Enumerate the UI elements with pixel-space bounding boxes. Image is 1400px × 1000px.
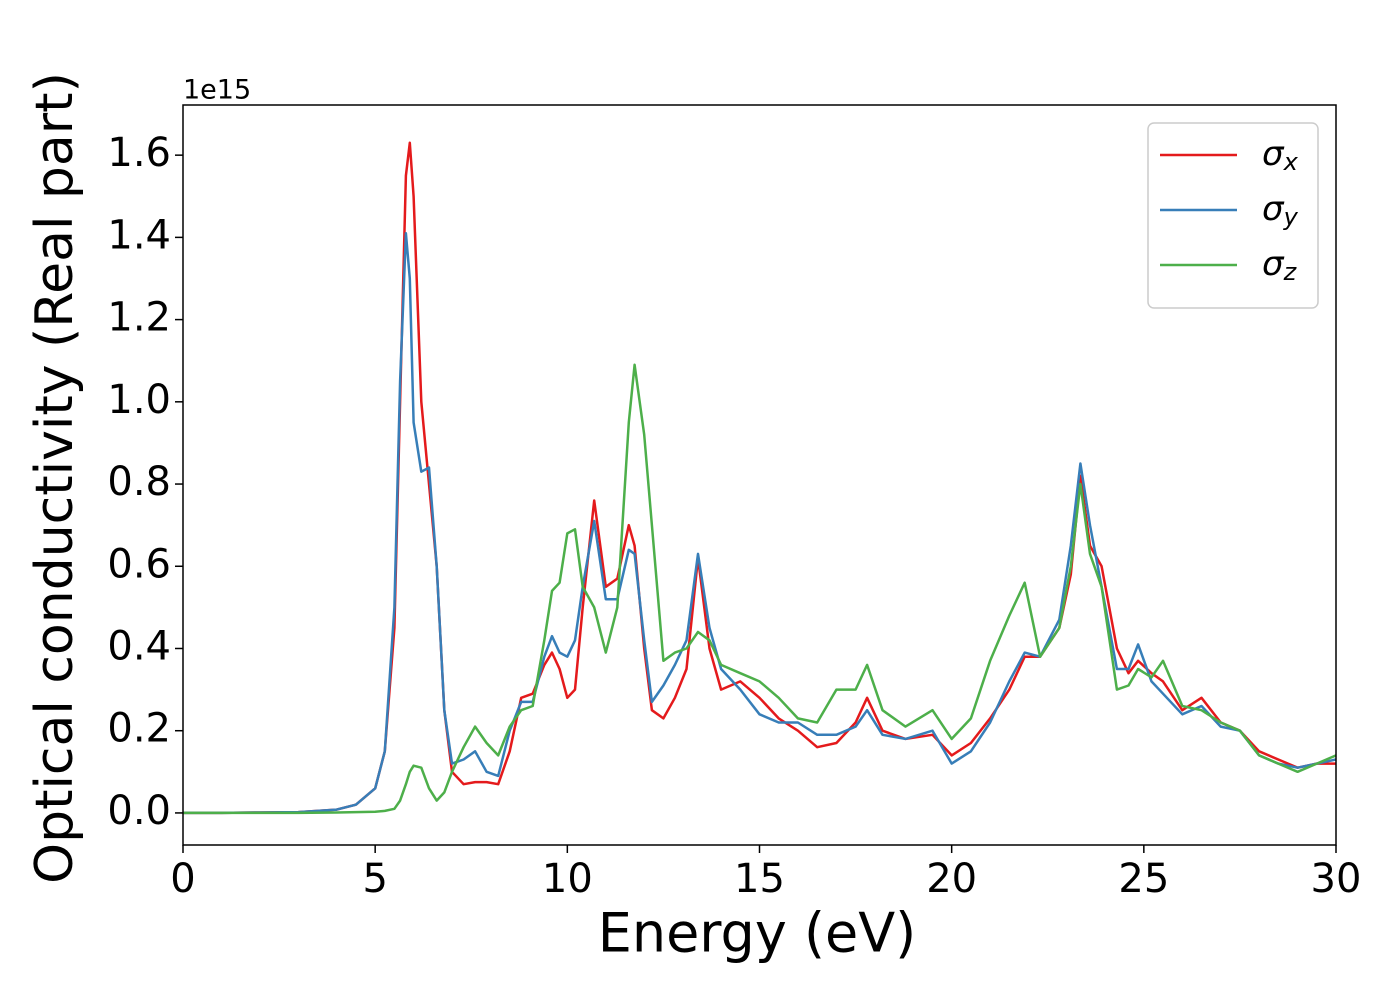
series-line [183, 363, 1336, 815]
series-line [183, 141, 1336, 815]
y-tick-label: 1.6 [107, 130, 171, 176]
y-tick-label: 1.2 [107, 295, 171, 341]
legend-label: σy [1262, 189, 1299, 232]
plot-frame [182, 104, 1337, 846]
legend-label: σx [1262, 134, 1299, 177]
y-tick-label: 0.2 [107, 706, 171, 752]
y-offset-label: 1e15 [183, 75, 251, 106]
y-tick-label: 0.4 [107, 623, 171, 669]
y-tick-label: 0.8 [107, 459, 171, 505]
x-tick-label: 5 [362, 856, 387, 902]
x-axis-label: Energy (eV) [598, 902, 917, 965]
legend-label: σz [1262, 244, 1298, 287]
x-tick-label: 20 [926, 856, 977, 902]
y-tick-label: 0.0 [107, 788, 171, 834]
y-tick-label: 1.4 [107, 212, 171, 258]
y-axis-label: Optical conductivity (Real part) [25, 72, 85, 884]
y-tick-label: 0.6 [107, 541, 171, 587]
y-tick-label: 1.0 [107, 377, 171, 423]
x-tick-label: 0 [170, 856, 195, 902]
x-tick-label: 10 [542, 856, 593, 902]
series-line [183, 232, 1336, 815]
legend-box [1147, 122, 1319, 309]
x-tick-label: 30 [1311, 856, 1362, 902]
x-tick-label: 15 [734, 856, 785, 902]
x-tick-label: 25 [1118, 856, 1169, 902]
